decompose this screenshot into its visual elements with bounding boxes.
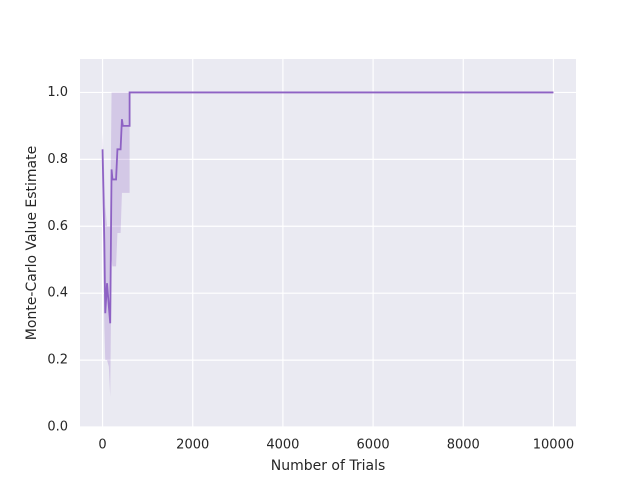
x-tick-label: 8000 xyxy=(447,438,480,453)
y-axis-label: Monte-Carlo Value Estimate xyxy=(24,146,40,340)
y-tick-label: 0.6 xyxy=(47,219,68,234)
y-tick-label: 0.8 xyxy=(47,152,68,167)
marks xyxy=(101,91,554,397)
y-tick-label: 0.0 xyxy=(47,420,68,435)
x-tick-label: 4000 xyxy=(266,438,299,453)
x-tick-label: 10000 xyxy=(533,438,574,453)
x-tick-label: 6000 xyxy=(357,438,390,453)
line xyxy=(101,91,554,324)
plot-area xyxy=(80,59,576,427)
y-tick-label: 1.0 xyxy=(47,85,68,100)
y-tick-label: 0.4 xyxy=(47,286,68,301)
x-tick-label: 0 xyxy=(98,438,106,453)
x-tick-label: 2000 xyxy=(176,438,209,453)
x-axis-label: Number of Trials xyxy=(271,458,386,474)
y-tick-label: 0.2 xyxy=(47,353,68,368)
